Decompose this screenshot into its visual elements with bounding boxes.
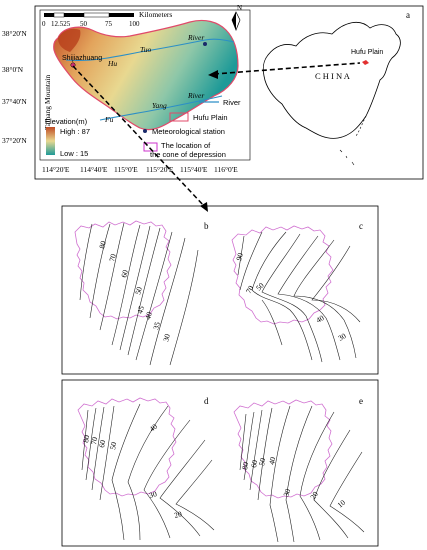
- contour-label: 30: [281, 487, 292, 497]
- scale-number: 100: [129, 20, 140, 28]
- legend-station-swatch: [143, 129, 147, 133]
- contour-panel-e: 80 60 50 40 30 20 10 e: [233, 396, 365, 543]
- panel-letter-c: c: [359, 221, 363, 231]
- legend-station: Meteorological station: [152, 127, 225, 136]
- city-label: Shijiazhuang: [62, 55, 102, 62]
- contour-label: 30: [148, 489, 158, 500]
- lon-label: 114°20'E: [42, 165, 70, 174]
- study-area-outline: [77, 397, 177, 497]
- river-label: Hu: [107, 59, 117, 68]
- contour-label: 80: [97, 240, 108, 250]
- map-frame: [39, 9, 251, 161]
- legend-cone-line2: the cone of depression: [150, 150, 226, 159]
- panel-letter-a: a: [406, 10, 410, 20]
- contour-label: 40: [315, 313, 326, 325]
- contour-label: 45: [135, 305, 146, 315]
- china-plain-marker: [362, 60, 369, 65]
- study-area-outline: [74, 220, 172, 320]
- river-label: River: [187, 33, 204, 42]
- contour-label: 50: [133, 286, 144, 296]
- locator-arrow-head: [208, 70, 218, 79]
- contour-label: 35: [151, 321, 162, 331]
- contour-label: 50: [254, 281, 266, 293]
- lon-label: 114°40'E: [80, 165, 108, 174]
- contour-label: 50: [257, 457, 267, 466]
- north-label: N: [237, 4, 242, 12]
- contour-label: 20: [308, 490, 320, 502]
- contour-label: 80: [81, 434, 91, 443]
- contour-label: 80: [240, 461, 250, 470]
- elevation-color-ramp: [46, 127, 55, 155]
- legend: Elevation(m) High : 87 Low : 15 River Hu…: [45, 98, 241, 159]
- overview-map-panel: 38°20'N 38°0'N 37°40'N 37°20'N 114°20'E …: [2, 4, 424, 180]
- lon-label: 116°0'E: [214, 165, 238, 174]
- contour-panel-b: 80 70 60 50 45 40 35 30 b: [74, 220, 209, 366]
- china-plain-label: Hufu Plain: [351, 49, 383, 56]
- contour-label: 40: [143, 311, 154, 321]
- contour-label: 70: [89, 436, 99, 445]
- contour-label: 50: [108, 441, 118, 450]
- lat-label: 38°20'N: [2, 29, 27, 38]
- lon-label: 115°40'E: [180, 165, 208, 174]
- contour-label: 20: [173, 509, 183, 520]
- scale-number: 12.525: [51, 20, 71, 28]
- contour-label: 30: [161, 333, 172, 343]
- lat-label: 37°20'N: [2, 136, 27, 145]
- contour-label: 60: [97, 439, 107, 448]
- locator-arrow: [213, 62, 361, 75]
- scale-number: 50: [80, 20, 88, 28]
- panel-bc-frame: [61, 205, 379, 375]
- lon-label: 115°20'E: [146, 165, 174, 174]
- north-arrow-icon: N: [231, 4, 242, 31]
- contour-label: 40: [267, 456, 277, 465]
- scale-bar: Kilometers 0 12.525 50 75 100: [42, 10, 172, 28]
- contour-panel-d: 80 70 60 50 40 30 20 d: [77, 396, 215, 541]
- scale-number: 75: [105, 20, 113, 28]
- river-tuo: [65, 38, 235, 62]
- panel-letter-b: b: [204, 221, 209, 231]
- panel-letter-d: d: [204, 396, 209, 406]
- zoom-arrow-head: [200, 202, 208, 212]
- contour-label: 90: [234, 252, 245, 262]
- contour-label: 40: [148, 422, 160, 434]
- scale-number: 0: [42, 20, 46, 28]
- river-label: Fu: [104, 115, 114, 124]
- lat-label: 37°40'N: [2, 97, 27, 106]
- scale-unit: Kilometers: [139, 10, 172, 19]
- legend-cone-swatch: [143, 142, 158, 152]
- panel-de-frame: [61, 379, 379, 547]
- legend-cone-line1: The location of: [161, 141, 211, 150]
- contour-panel-c: 90 70 50 40 30 c: [231, 221, 363, 363]
- panel-letter-e: e: [359, 396, 363, 406]
- legend-high: High : 87: [60, 127, 90, 136]
- legend-elevation-title: Elevation(m): [45, 117, 88, 126]
- lon-label: 115°0'E: [114, 165, 138, 174]
- zoom-arrow: [72, 65, 206, 208]
- contour-label: 60: [119, 269, 130, 279]
- contour-label: 70: [107, 253, 118, 263]
- river-label: Yang: [152, 101, 167, 110]
- china-inset-map: C H I N A Hufu Plain: [262, 21, 401, 166]
- lat-label: 38°0'N: [2, 65, 24, 74]
- river-label: River: [187, 91, 204, 100]
- legend-plain-swatch: [169, 112, 189, 122]
- river-label: Tuo: [140, 45, 152, 54]
- china-label: C H I N A: [315, 71, 351, 81]
- contour-label: 70: [244, 284, 256, 295]
- mountain-label: Taihang Mountain: [43, 75, 52, 130]
- contour-label: 10: [336, 498, 348, 510]
- study-area-outline: [231, 225, 334, 325]
- contour-label: 60: [249, 459, 259, 468]
- highland-shade: [58, 28, 81, 52]
- study-area-outline: [233, 399, 333, 499]
- legend-low: Low : 15: [60, 149, 88, 158]
- legend-plain: Hufu Plain: [193, 113, 228, 122]
- contour-label: 30: [337, 331, 348, 343]
- legend-river: River: [223, 98, 241, 107]
- station-marker: [203, 42, 207, 46]
